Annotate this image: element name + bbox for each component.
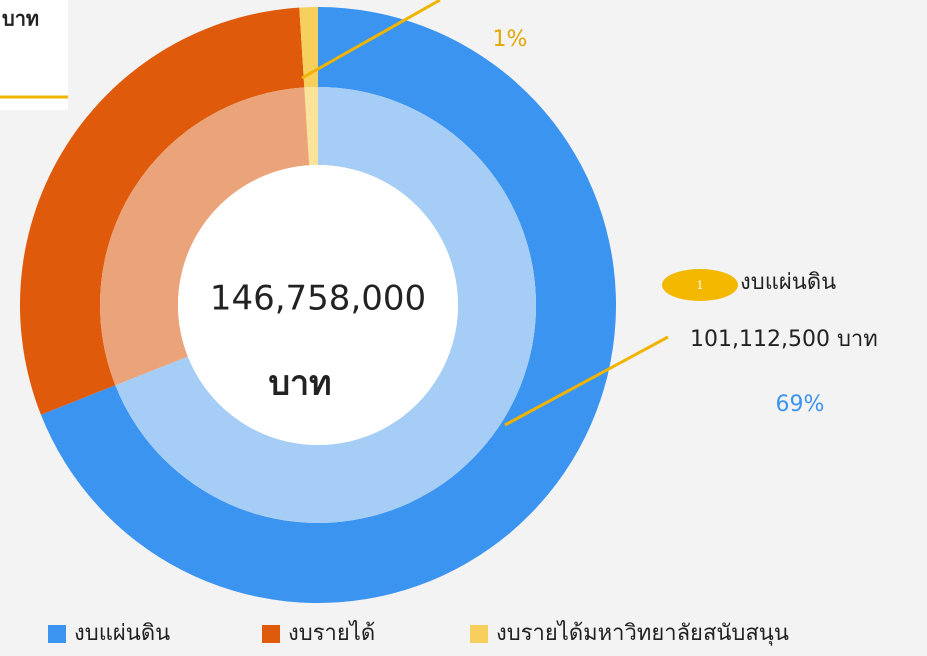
legend-label: งบรายได้มหาวิทยาลัยสนับสนุน	[496, 620, 789, 646]
side-panel	[0, 0, 68, 110]
corner-label: บาท	[2, 7, 39, 31]
legend-label: งบแผ่นดิน	[74, 621, 170, 646]
slice-inner	[115, 87, 537, 523]
hole	[178, 165, 458, 445]
slice-inner	[304, 87, 318, 166]
callout-badge	[662, 269, 738, 301]
legend-swatch	[470, 625, 488, 643]
data-label: 69%	[776, 392, 825, 417]
callout-line	[301, 0, 441, 80]
slice	[20, 7, 305, 415]
legend-swatch	[48, 625, 66, 643]
callout-name: งบแผ่นดิน	[740, 270, 836, 295]
center-total: 146,758,000	[210, 279, 426, 319]
center-unit: บาท	[268, 364, 331, 404]
slice	[299, 7, 318, 88]
legend-label: งบรายได้	[288, 620, 375, 646]
legend-swatch	[262, 625, 280, 643]
callout-line	[504, 335, 669, 427]
callout-amount: 101,112,500 บาท	[690, 327, 878, 352]
donut	[20, 7, 617, 604]
data-label: 1%	[493, 27, 528, 52]
slice-inner	[100, 87, 310, 386]
badge-number: 1	[697, 279, 704, 292]
